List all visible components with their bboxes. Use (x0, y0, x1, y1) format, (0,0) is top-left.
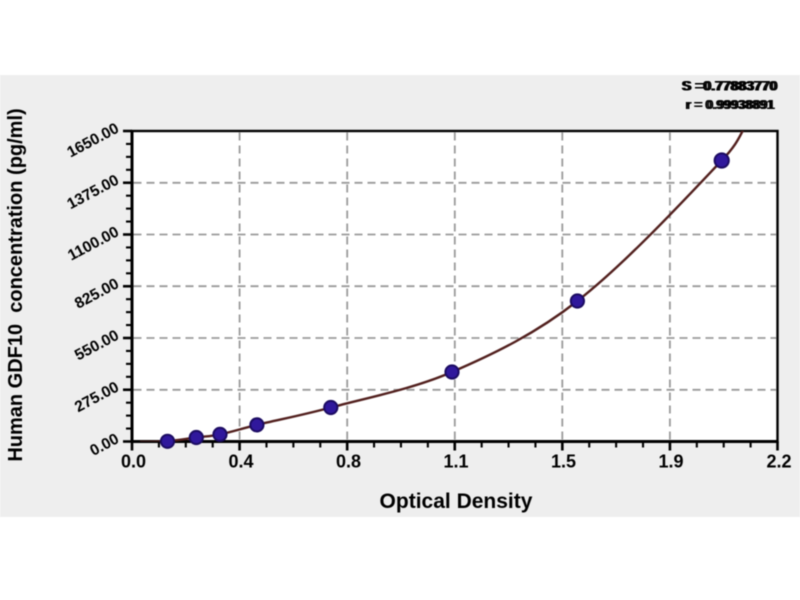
svg-text:1.1: 1.1 (443, 452, 468, 472)
svg-text:0.0: 0.0 (121, 452, 146, 472)
svg-text:1.5: 1.5 (551, 452, 576, 472)
svg-text:r = 0.99938891: r = 0.99938891 (685, 97, 774, 112)
svg-text:Optical Density: Optical Density (380, 490, 533, 513)
svg-text:0.8: 0.8 (336, 452, 361, 472)
svg-text:r = 0.99938891: r = 0.99938891 (687, 97, 776, 112)
svg-text:1.9: 1.9 (658, 452, 683, 472)
svg-text:0.4: 0.4 (228, 452, 253, 472)
svg-text:S =0.77883770: S =0.77883770 (681, 78, 777, 94)
svg-text:2.2: 2.2 (766, 452, 791, 472)
svg-text:S =0.77883770: S =0.77883770 (683, 78, 779, 94)
svg-text:Human GDF10 concentration (pg: Human GDF10 concentration (pg/ml) (5, 108, 27, 461)
